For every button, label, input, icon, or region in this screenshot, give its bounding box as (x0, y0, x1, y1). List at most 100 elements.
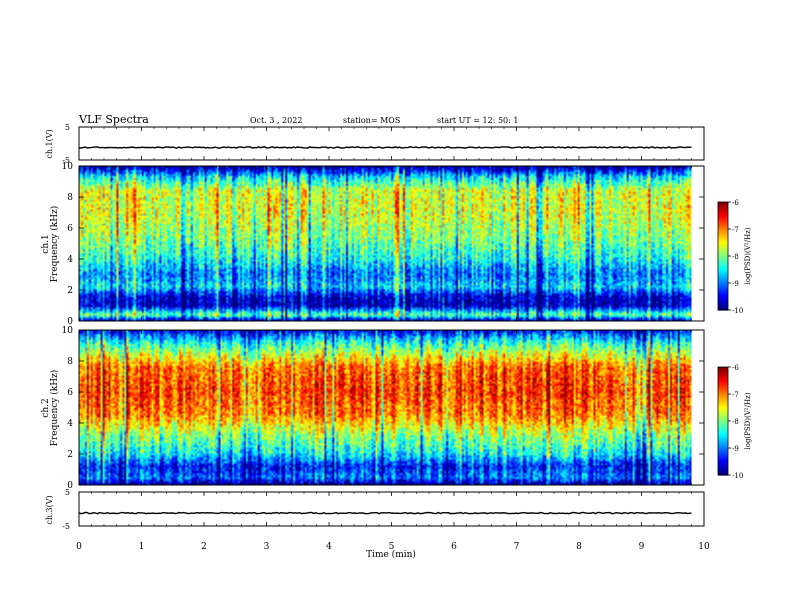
colorbar-segment (718, 254, 728, 257)
colorbar-segment (718, 404, 728, 408)
colorbar-segment (718, 292, 728, 295)
freq-tick-label: 6 (67, 388, 73, 398)
colorbar-segment (718, 440, 728, 444)
colorbar-segment (718, 417, 728, 420)
colorbar-segment (718, 301, 728, 304)
colorbar-segment (718, 266, 728, 270)
x-tick-label: 2 (201, 542, 207, 552)
colorbar-segment (718, 247, 728, 250)
colorbar-segment (718, 433, 728, 436)
colorbar-segment (718, 367, 728, 370)
colorbar-segment (718, 395, 728, 399)
freq-tick-label: 2 (67, 450, 73, 460)
colorbar-segment (718, 412, 728, 415)
colorbar-segment (718, 368, 728, 372)
voltage-tick-label: -5 (62, 156, 70, 165)
colorbar-segment (718, 397, 728, 400)
colorbar-segment (718, 376, 728, 379)
colorbar-segment (718, 413, 728, 417)
colorbar-segment (718, 207, 728, 210)
colorbar-segment (718, 437, 728, 440)
colorbar-segment (718, 421, 728, 424)
colorbar-segment (718, 306, 728, 309)
voltage-tick-label: 5 (65, 488, 70, 497)
ch2-spectrogram-panel (78, 329, 705, 486)
freq-tick-label: 4 (67, 255, 73, 265)
colorbar-segment (718, 453, 728, 456)
colorbar-segment (718, 257, 728, 261)
colorbar-segment (718, 221, 728, 225)
colorbar-segment (718, 449, 728, 453)
freq-tick-label: 6 (67, 224, 73, 234)
colorbar-segment (718, 277, 728, 280)
ch3-voltage-axis-label: ch.3(V) (45, 495, 54, 524)
ch1-voltage-axis-label: ch.1(V) (45, 129, 54, 158)
colorbar-segment (718, 302, 728, 306)
date-text: Oct. 3 , 2022 (250, 116, 302, 125)
colorbar-segment (718, 218, 728, 221)
spec2-freq-label: Frequency (kHz) (49, 370, 60, 447)
colorbar-tick-label: -7 (732, 391, 739, 399)
colorbar-segment (718, 297, 728, 300)
start-ut-text: start UT = 12: 50: 1 (437, 116, 518, 125)
colorbar-segment (718, 408, 728, 411)
x-tick-label: 0 (76, 542, 82, 552)
colorbar-segment (718, 446, 728, 449)
ch3-voltage-panel (78, 491, 705, 527)
colorbar-segment (718, 202, 728, 205)
colorbar-segment (718, 444, 728, 447)
colorbar-segment (718, 424, 728, 427)
freq-tick-label: 10 (62, 162, 74, 172)
colorbar-segment (718, 239, 728, 243)
colorbar-segment (718, 272, 728, 275)
colorbar-segment (718, 457, 728, 460)
spec1-heatmap-image (79, 166, 692, 321)
freq-tick-label: 10 (62, 326, 74, 336)
colorbar-tick-label: -10 (732, 307, 743, 315)
colorbar-segment (718, 230, 728, 234)
x-tick-label: 3 (264, 542, 270, 552)
colorbar-segment (718, 274, 728, 277)
colorbar-segment (718, 403, 728, 406)
colorbar-segment (718, 458, 728, 462)
colorbar-segment (718, 473, 728, 476)
freq-tick-label: 0 (67, 317, 73, 327)
colorbar-segment (718, 211, 728, 214)
colorbar-segment (718, 406, 728, 409)
colorbar-segment (718, 388, 728, 391)
ch1-voltage-panel (78, 126, 705, 161)
colorbar-segment (718, 203, 728, 207)
colorbar-segment (718, 281, 728, 284)
colorbar-segment (718, 250, 728, 253)
colorbar-segment (718, 299, 728, 302)
x-tick-label: 1 (139, 542, 145, 552)
colorbar-segment (718, 279, 728, 282)
colorbar-segment (718, 392, 728, 395)
x-tick-label: 7 (514, 542, 520, 552)
x-axis-label: Time (min) (366, 549, 416, 560)
spec2-channel-label: ch.2 (41, 398, 51, 417)
voltage-tick-label: 5 (65, 123, 70, 132)
ch3-voltage-line (78, 511, 692, 515)
colorbar-segment (718, 422, 728, 426)
colorbar-segment (718, 462, 728, 465)
ch1-voltage-trace (78, 146, 692, 149)
colorbar-segment (718, 232, 728, 235)
voltage-tick-label: -5 (62, 522, 70, 531)
colorbar-segment (718, 374, 728, 377)
colorbar-tick-label: -9 (732, 445, 739, 453)
colorbar-segment (718, 379, 728, 382)
colorbar-segment (718, 241, 728, 244)
colorbar-segment (718, 275, 728, 279)
colorbar-segment (718, 268, 728, 271)
colorbar-segment (718, 283, 728, 286)
colorbar-segment (718, 471, 728, 474)
freq-tick-label: 8 (67, 357, 73, 367)
colorbar-tick-label: -9 (732, 280, 739, 288)
x-tick-label: 6 (451, 542, 457, 552)
colorbar-segment (718, 236, 728, 239)
spec2-heatmap-image (79, 330, 692, 485)
colorbar-segment (718, 225, 728, 228)
x-tick-label: 9 (639, 542, 645, 552)
